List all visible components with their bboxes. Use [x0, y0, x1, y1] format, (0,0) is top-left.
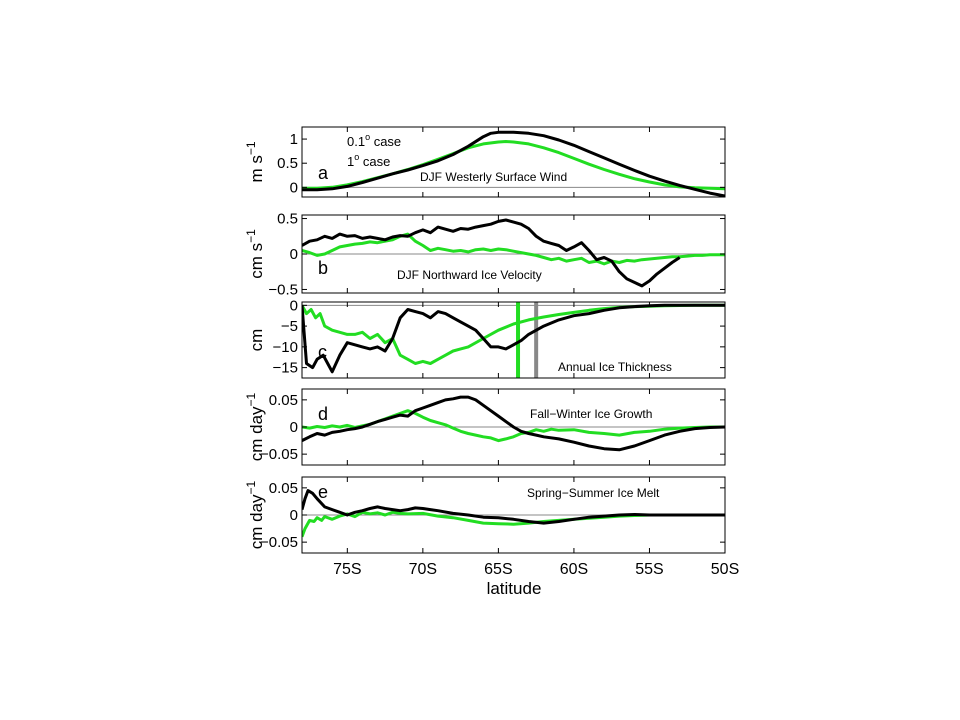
- panel-frame: [301, 301, 726, 379]
- y-tick-label: 0.05: [269, 392, 298, 409]
- y-axis-label-base: cm s: [247, 243, 266, 279]
- legend-coarse-value: 1: [347, 154, 354, 169]
- panel-annotation: Spring−Summer Ice Melt: [527, 486, 660, 500]
- panel-letter: a: [318, 163, 329, 183]
- legend-fine-tail: case: [370, 134, 401, 149]
- y-axis-label-base: cm: [247, 329, 266, 352]
- y-tick-label: −5: [281, 318, 298, 335]
- y-axis-label-exponent: −1: [244, 229, 258, 243]
- y-tick-label: 0.05: [269, 480, 298, 497]
- panel-letter: c: [318, 342, 327, 362]
- legend-coarse-degree: o: [354, 152, 359, 162]
- panel-frame: [301, 126, 726, 198]
- y-axis-label: cm: [247, 329, 266, 352]
- y-axis-label-exponent: −1: [244, 480, 258, 494]
- y-tick-label: 0.5: [277, 155, 298, 172]
- y-tick-label: −0.05: [260, 446, 298, 463]
- series-line-coarse: [302, 395, 725, 452]
- legend-coarse: 1o case: [347, 152, 390, 169]
- x-tick-label: 65S: [484, 561, 512, 578]
- series-line-coarse: [302, 130, 725, 197]
- panel-e: −0.05 0 0.05 e Spring−Summer Ice Melt cm day−…: [244, 476, 726, 554]
- panel-annotation: DJF Northward Ice Velocity: [397, 268, 542, 282]
- x-tick-label: 70S: [409, 561, 437, 578]
- y-axis-label-base: m s: [247, 155, 266, 182]
- legend-fine-degree: o: [365, 132, 370, 142]
- y-tick-label: 0: [290, 179, 298, 196]
- x-tick-label: 60S: [560, 561, 588, 578]
- y-tick-label: −15: [273, 360, 298, 377]
- y-tick-label: 1: [290, 131, 298, 148]
- y-axis-label: cm day−1: [244, 392, 266, 461]
- y-tick-label: −0.05: [260, 534, 298, 551]
- panel-annotation: Fall−Winter Ice Growth: [530, 407, 652, 421]
- x-tick-label: 50S: [711, 561, 739, 578]
- y-tick-label: 0.5: [277, 211, 298, 228]
- panel-c: −15 −10 −5 0 c Annual Ice Thickness cm: [247, 297, 726, 379]
- legend-fine: 0.1o case: [347, 132, 401, 149]
- y-tick-label: 0: [290, 419, 298, 436]
- y-tick-label: 0: [290, 507, 298, 524]
- x-axis-label: latitude: [487, 579, 542, 598]
- y-axis-label: cm day−1: [244, 480, 266, 549]
- x-tick-label: 75S: [333, 561, 361, 578]
- panel-d: −0.05 0 0.05 d Fall−Winter Ice Growth cm day−…: [244, 388, 726, 466]
- x-axis: 75S 70S 65S 60S 55S 50S: [333, 561, 739, 578]
- panel-b: −0.5 0 0.5 b DJF Northward Ice Velocity cm s−…: [244, 211, 726, 298]
- x-tick-label: 55S: [635, 561, 663, 578]
- y-axis-label: m s−1: [244, 141, 266, 182]
- y-axis-label-exponent: −1: [244, 141, 258, 155]
- series-line-coarse: [302, 218, 681, 288]
- panel-letter: e: [318, 482, 328, 502]
- legend-coarse-tail: case: [359, 154, 390, 169]
- panel-letter: b: [318, 258, 328, 278]
- panel-a: 0 0.5 1 a DJF Westerly Surface Wind m s−1: [244, 126, 726, 198]
- y-tick-label: −0.5: [268, 281, 298, 298]
- y-tick-label: −10: [273, 339, 298, 356]
- legend-fine-value: 0.1: [347, 134, 365, 149]
- panel-letter: d: [318, 404, 328, 424]
- series-line-fine: [302, 232, 725, 266]
- y-tick-label: 0: [290, 297, 298, 314]
- panel-annotation: DJF Westerly Surface Wind: [420, 170, 567, 184]
- y-axis-label-base: cm day: [247, 406, 266, 461]
- y-tick-label: 0: [290, 246, 298, 263]
- y-axis-label: cm s−1: [244, 229, 266, 279]
- series-line-coarse: [302, 303, 725, 374]
- y-axis-label-base: cm day: [247, 494, 266, 549]
- panel-annotation: Annual Ice Thickness: [558, 360, 672, 374]
- series-line-coarse: [302, 489, 725, 525]
- series-line-fine: [302, 303, 725, 365]
- y-axis-label-exponent: −1: [244, 392, 258, 406]
